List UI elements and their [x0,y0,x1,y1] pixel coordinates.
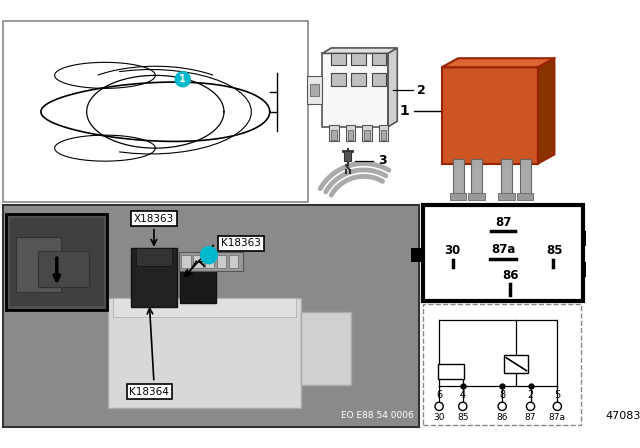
Bar [501,159,512,196]
Text: 470832: 470832 [605,410,640,421]
Bar [136,248,172,266]
Bar [381,130,387,140]
Bar [468,193,484,200]
Bar [296,298,301,408]
Bar [310,84,319,96]
Bar [450,193,467,200]
Bar [583,232,596,246]
Text: EO E88 54 0006: EO E88 54 0006 [342,411,414,420]
Text: K18364: K18364 [129,387,170,396]
Text: 2: 2 [527,390,534,401]
Text: 87a: 87a [491,242,515,255]
Text: 87a: 87a [549,413,566,422]
Bar [520,159,531,196]
Bar [4,206,418,426]
Bar [372,73,387,86]
Text: X18363: X18363 [134,214,174,224]
Text: 87: 87 [495,215,511,228]
Bar [379,125,388,142]
Bar [442,67,538,164]
Bar [332,73,346,86]
Bar [372,52,387,65]
Text: 30: 30 [433,413,445,422]
Text: 86: 86 [502,269,518,282]
Bar [38,250,89,287]
Bar [193,255,202,268]
Bar [504,355,528,373]
Bar [131,248,177,307]
Bar [180,257,216,303]
Circle shape [498,402,506,410]
Bar [15,237,61,292]
Polygon shape [322,48,397,53]
Bar [322,53,388,127]
Bar [471,159,482,196]
Bar [307,76,322,104]
Bar [181,255,191,268]
Bar [351,73,366,86]
Bar [217,255,227,268]
Text: 4: 4 [460,390,466,401]
Text: 85: 85 [457,413,468,422]
Bar [499,193,515,200]
Bar [3,22,308,202]
Bar [205,255,214,268]
Bar [410,248,423,263]
Bar [351,52,366,65]
Circle shape [527,402,534,410]
Polygon shape [442,58,554,67]
Text: K18363: K18363 [221,238,261,248]
Text: 1: 1 [179,74,186,84]
Text: 85: 85 [546,245,563,258]
Bar [583,262,596,277]
Bar [108,298,301,408]
Bar [229,255,238,268]
Bar [113,298,296,317]
Polygon shape [388,48,397,127]
Text: 8: 8 [499,390,505,401]
Text: 6: 6 [436,390,442,401]
Bar [3,205,419,426]
Bar [330,125,339,142]
Bar [301,312,351,385]
Bar [179,252,243,271]
Text: 86: 86 [497,413,508,422]
Bar [438,364,464,379]
Bar [332,52,346,65]
Circle shape [175,71,191,87]
Bar [346,125,355,142]
Polygon shape [538,58,554,164]
Bar [423,205,583,301]
Bar [332,130,337,140]
Text: 1: 1 [399,103,409,118]
Bar [423,304,581,425]
Bar [362,125,372,142]
Circle shape [200,246,218,264]
Text: 30: 30 [444,245,460,258]
Circle shape [435,402,444,410]
Bar [452,159,463,196]
Bar [348,130,353,140]
Text: 3: 3 [378,154,387,167]
Circle shape [553,402,561,410]
Text: 5: 5 [554,390,561,401]
Text: 1: 1 [205,250,212,260]
Bar [6,214,108,310]
Bar [10,218,104,306]
Bar [364,130,370,140]
Text: 87: 87 [525,413,536,422]
Text: 2: 2 [417,84,426,97]
Bar [344,151,351,161]
Circle shape [459,402,467,410]
Bar [517,193,533,200]
